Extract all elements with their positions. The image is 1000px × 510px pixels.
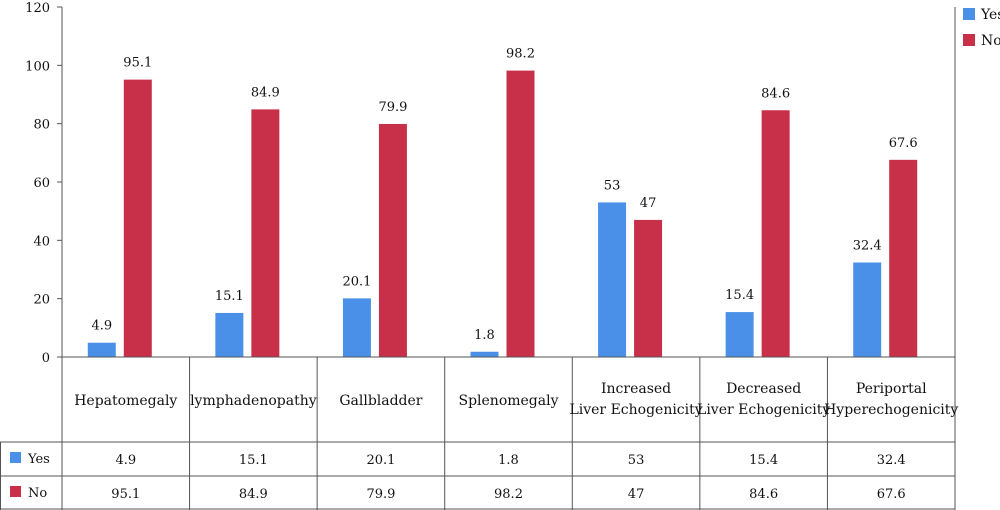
bar-yes (215, 312, 244, 357)
bar-yes (342, 298, 371, 357)
y-tick-label: 20 (33, 293, 50, 308)
data-label: 32.4 (853, 239, 882, 254)
bar-yes (598, 202, 627, 357)
data-label: 15.4 (725, 288, 754, 303)
bar-yes (87, 342, 116, 357)
bar-yes (853, 262, 882, 357)
data-label: 98.2 (506, 47, 535, 62)
table-cell-value: 32.4 (877, 453, 906, 468)
x-tick-label: Gallbladder (339, 393, 422, 409)
table-legend-swatch (10, 486, 21, 497)
bar-no (251, 109, 280, 357)
x-tick-label: Liver Echogenicity (697, 402, 830, 418)
data-label: 47 (640, 196, 657, 211)
table-cell-value: 53 (628, 453, 645, 468)
x-tick-label: Hepatomegaly (74, 393, 177, 409)
data-label: 1.8 (474, 328, 495, 343)
bar-no (634, 219, 663, 357)
y-tick-label: 100 (25, 59, 50, 74)
data-label: 20.1 (342, 274, 371, 289)
y-tick-label: 40 (33, 234, 50, 249)
legend-swatch (963, 8, 975, 20)
x-tick-label: Splenomegaly (458, 393, 558, 409)
table-cell-value: 67.6 (877, 487, 906, 502)
data-label: 84.9 (251, 85, 280, 100)
x-tick-label: Liver Echogenicity (569, 402, 702, 418)
table-cell-value: 95.1 (111, 487, 140, 502)
table-cell-value: 15.4 (749, 453, 778, 468)
data-label: 79.9 (378, 100, 407, 115)
y-tick-label: 0 (42, 351, 50, 366)
bar-yes (725, 312, 754, 357)
table-cell-value: 1.8 (498, 453, 519, 468)
bar-no (889, 159, 918, 357)
table-cell-value: 20.1 (366, 453, 395, 468)
y-tick-label: 80 (33, 118, 50, 133)
table-series-label: Yes (27, 452, 50, 467)
bar-no (761, 110, 790, 357)
table-series-label: No (28, 486, 47, 501)
bar-yes (470, 351, 499, 357)
legend-swatch (963, 34, 975, 46)
data-label: 95.1 (123, 56, 152, 71)
table-cell-value: 79.9 (366, 487, 395, 502)
bar-no (506, 70, 535, 357)
bar-no (378, 123, 407, 357)
x-tick-label: Hyperechogenicity (824, 402, 958, 418)
table-cell-value: 98.2 (494, 487, 523, 502)
x-tick-label: Increased (601, 381, 671, 397)
y-tick-label: 120 (25, 1, 50, 16)
y-tick-label: 60 (33, 176, 50, 191)
data-label: 4.9 (91, 319, 112, 334)
data-label: 67.6 (889, 136, 918, 151)
table-legend-swatch (10, 452, 21, 463)
legend-label: Yes (980, 7, 1000, 23)
table-cell-value: 4.9 (115, 453, 136, 468)
bar-no (123, 79, 152, 357)
x-tick-label: Periportal (856, 381, 927, 397)
legend-label: No (981, 33, 1000, 49)
x-tick-label: Decreased (726, 381, 801, 397)
table-cell-value: 84.6 (749, 487, 778, 502)
x-tick-label: lymphadenopathy (190, 393, 317, 409)
data-label: 15.1 (215, 289, 244, 304)
data-label: 84.6 (761, 86, 790, 101)
table-cell-value: 15.1 (239, 453, 268, 468)
data-label: 53 (604, 178, 621, 193)
table-cell-value: 84.9 (239, 487, 268, 502)
table-cell-value: 47 (628, 487, 645, 502)
